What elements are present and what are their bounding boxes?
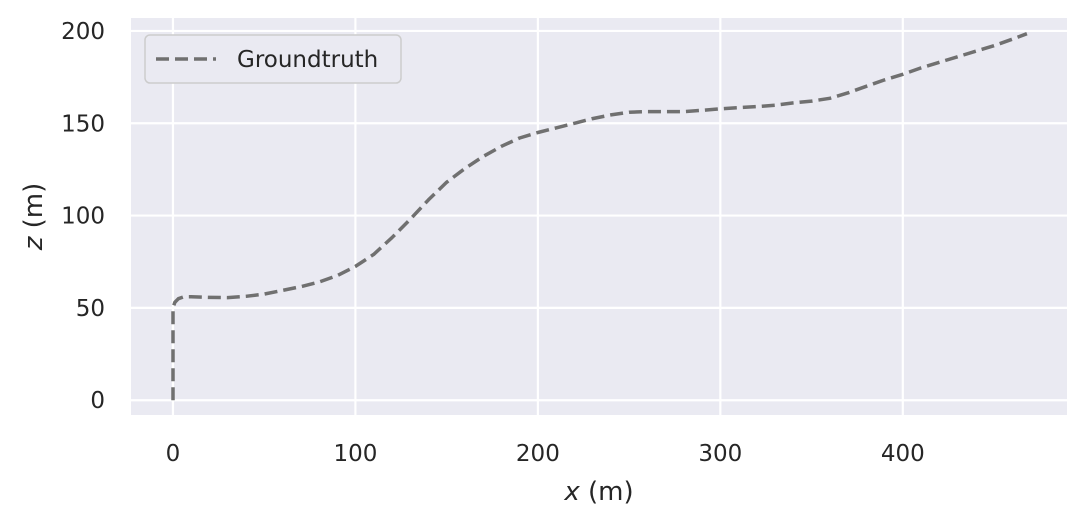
legend-label-groundtruth: Groundtruth bbox=[237, 47, 378, 73]
legend-box bbox=[144, 34, 402, 84]
y-tick-label: 100 bbox=[61, 204, 105, 230]
x-tick-label: 400 bbox=[881, 441, 925, 467]
x-tick-label: 300 bbox=[698, 441, 742, 467]
x-tick-label: 200 bbox=[516, 441, 560, 467]
series-layer bbox=[171, 32, 1028, 401]
y-axis-label: z (m) bbox=[19, 183, 49, 252]
y-tick-label: 150 bbox=[61, 111, 105, 137]
grid bbox=[131, 18, 1067, 415]
y-axis-label-var: z bbox=[19, 235, 49, 251]
y-tick-label: 200 bbox=[61, 19, 105, 45]
x-axis-label: x (m) bbox=[563, 477, 633, 507]
x-tick-label: 100 bbox=[333, 441, 377, 467]
x-tick-label: 0 bbox=[166, 441, 181, 467]
x-tick-labels: 0 100 200 300 400 bbox=[166, 441, 925, 467]
y-axis-label-unit: (m) bbox=[19, 183, 49, 237]
series-line-groundtruth bbox=[171, 32, 1028, 401]
y-tick-label: 0 bbox=[90, 388, 105, 414]
x-axis-label-var: x bbox=[563, 477, 580, 507]
x-axis-label-unit: (m) bbox=[580, 477, 634, 507]
legend: Groundtruth bbox=[144, 34, 402, 84]
y-tick-labels: 0 50 100 150 200 bbox=[61, 19, 105, 414]
y-tick-label: 50 bbox=[76, 296, 105, 322]
